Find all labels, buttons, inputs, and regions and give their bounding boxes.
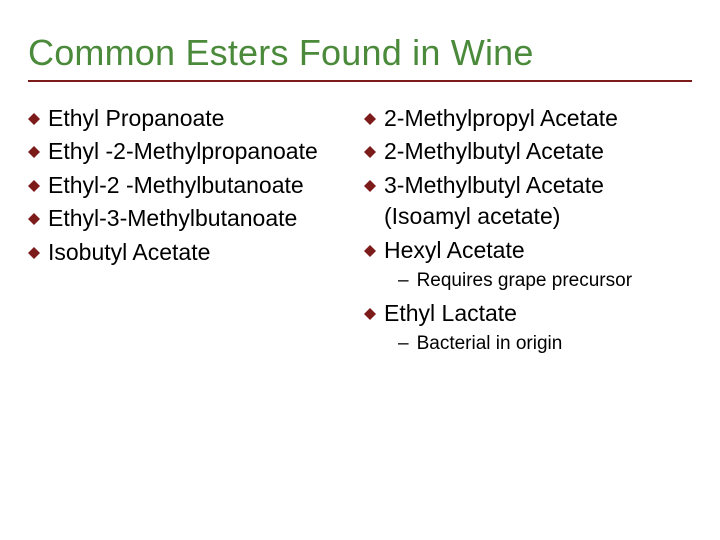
bullet-text: 3-Methylbutyl Acetate: [384, 171, 604, 200]
bullet-text: Ethyl Propanoate: [48, 104, 224, 133]
diamond-bullet-icon: [28, 178, 40, 190]
diamond-bullet-icon: [364, 178, 376, 190]
dash-icon: –: [398, 269, 409, 293]
bullet-text: 2-Methylpropyl Acetate: [384, 104, 618, 133]
diamond-bullet-icon: [364, 243, 376, 255]
diamond-bullet-icon: [28, 111, 40, 123]
bullet-item: Isobutyl Acetate: [28, 238, 356, 267]
diamond-bullet-icon: [364, 306, 376, 318]
bullet-item: 2-Methylpropyl Acetate: [364, 104, 692, 133]
bullet-item: 3-Methylbutyl Acetate: [364, 171, 692, 200]
left-column: Ethyl Propanoate Ethyl -2-Methylpropanoat…: [28, 104, 356, 362]
bullet-item: Ethyl Propanoate: [28, 104, 356, 133]
bullet-text: Isobutyl Acetate: [48, 238, 210, 267]
bullet-text: Ethyl-2 -Methylbutanoate: [48, 171, 304, 200]
bullet-item: Ethyl-3-Methylbutanoate: [28, 204, 356, 233]
slide-title: Common Esters Found in Wine: [28, 32, 692, 74]
bullet-text: Ethyl-3-Methylbutanoate: [48, 204, 297, 233]
bullet-item: Ethyl -2-Methylpropanoate: [28, 137, 356, 166]
content-columns: Ethyl Propanoate Ethyl -2-Methylpropanoat…: [28, 104, 692, 362]
sub-bullet-text: Requires grape precursor: [417, 269, 632, 293]
bullet-continuation: (Isoamyl acetate): [384, 202, 692, 231]
sub-bullet-text: Bacterial in origin: [417, 332, 563, 356]
diamond-bullet-icon: [28, 245, 40, 257]
bullet-text: 2-Methylbutyl Acetate: [384, 137, 604, 166]
dash-icon: –: [398, 332, 409, 356]
title-underline: [28, 80, 692, 82]
diamond-bullet-icon: [28, 211, 40, 223]
bullet-item: Ethyl-2 -Methylbutanoate: [28, 171, 356, 200]
bullet-text: Ethyl -2-Methylpropanoate: [48, 137, 318, 166]
diamond-bullet-icon: [364, 144, 376, 156]
bullet-item: Ethyl Lactate: [364, 299, 692, 328]
diamond-bullet-icon: [364, 111, 376, 123]
sub-bullet: –Bacterial in origin: [398, 332, 692, 356]
bullet-text: Ethyl Lactate: [384, 299, 517, 328]
sub-bullet: –Requires grape precursor: [398, 269, 692, 293]
bullet-item: Hexyl Acetate: [364, 236, 692, 265]
right-column: 2-Methylpropyl Acetate 2-Methylbutyl Acet…: [364, 104, 692, 362]
bullet-text: Hexyl Acetate: [384, 236, 525, 265]
bullet-item: 2-Methylbutyl Acetate: [364, 137, 692, 166]
slide: Common Esters Found in Wine Ethyl Propan…: [0, 0, 720, 540]
diamond-bullet-icon: [28, 144, 40, 156]
